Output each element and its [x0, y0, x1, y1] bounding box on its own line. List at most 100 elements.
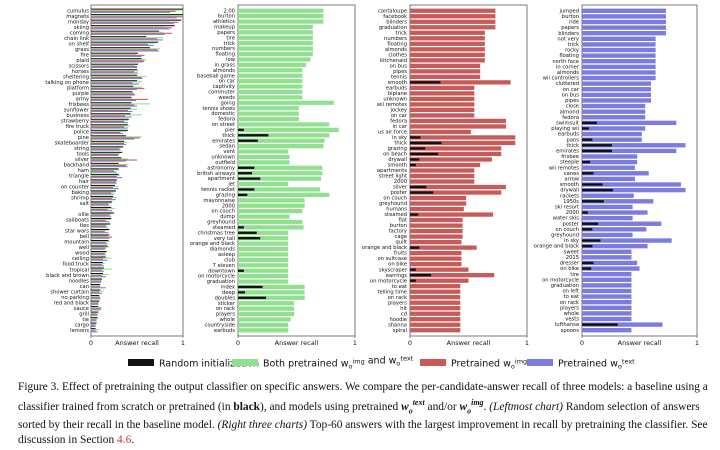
- bar-pretrained: [91, 258, 103, 260]
- tick-label: mountain: [64, 240, 89, 246]
- bar-pretrained: [582, 81, 651, 86]
- bar-both: [91, 307, 103, 309]
- bar-pretrained: [410, 118, 506, 124]
- bar-pretrained: [582, 249, 632, 254]
- bar-pretrained: [238, 322, 289, 327]
- bar-random: [91, 151, 123, 153]
- caption-part-1: Figure 3. Effect of pretraining the outp…: [18, 381, 708, 413]
- bar-pretrained: [91, 131, 121, 134]
- bar-pretrained: [91, 16, 183, 18]
- bar-pretrained: [91, 142, 125, 145]
- caption-part-6: .: [131, 434, 135, 447]
- tick-label: weeds: [218, 95, 235, 101]
- bar-pretrained: [582, 103, 646, 109]
- bar-pretrained: [91, 276, 106, 278]
- bar-random: [238, 296, 267, 299]
- bar-random: [582, 160, 591, 164]
- tick-label: shrimp: [71, 196, 90, 202]
- bar-pretrained: [91, 138, 135, 140]
- bar-pretrained: [238, 73, 303, 78]
- tick-label: whole: [220, 317, 235, 323]
- bar-pretrained: [410, 85, 475, 91]
- tick-label: north face: [552, 59, 579, 65]
- bar-pretrained: [582, 221, 662, 226]
- bar-pretrained: [91, 126, 125, 128]
- bar-random: [91, 322, 97, 324]
- bar-pretrained: [582, 25, 666, 30]
- caption-section-link[interactable]: 4.6: [117, 434, 132, 447]
- tick-label: unknown: [211, 155, 235, 161]
- tick-label: deep: [222, 290, 236, 296]
- bar-pretrained: [238, 274, 289, 279]
- tick-label: on motorcycle: [198, 274, 235, 280]
- bar-pretrained: [91, 297, 101, 299]
- bar-random: [91, 124, 128, 126]
- bar-pretrained: [91, 171, 117, 173]
- tick-label: 2.00: [223, 8, 235, 14]
- bar-pretrained: [238, 328, 289, 333]
- tick-label: spoons: [561, 328, 580, 334]
- tick-label: quilt: [396, 240, 408, 246]
- bar-pretrained: [238, 154, 290, 160]
- tick-label: trick: [396, 30, 407, 36]
- tick-label: lemons: [70, 328, 89, 334]
- tick-label: wood: [75, 251, 89, 257]
- bar-random: [91, 300, 100, 302]
- tick-label: not very: [557, 36, 579, 42]
- bar-pretrained: [238, 219, 303, 225]
- bar-random: [91, 179, 117, 181]
- bar-pretrained: [410, 91, 475, 96]
- bar-pretrained: [91, 49, 158, 51]
- bar-pretrained: [410, 58, 485, 63]
- bar-random: [91, 41, 159, 43]
- bar-pretrained: [582, 299, 632, 305]
- bar-random: [410, 152, 439, 156]
- bar-pretrained: [410, 157, 492, 162]
- tick-label: almonds: [385, 47, 407, 53]
- bar-random: [238, 269, 244, 272]
- bar-pretrained: [91, 254, 106, 256]
- tick-label: fedora: [562, 115, 579, 121]
- bar-pretrained: [238, 241, 289, 246]
- tick-label: papers: [561, 25, 579, 31]
- bar-random: [582, 183, 603, 186]
- tick-label: floating: [215, 52, 235, 58]
- tick-label: spiral: [393, 328, 407, 334]
- bar-pretrained: [238, 89, 303, 95]
- bar-both: [91, 185, 119, 188]
- bar-random: [238, 128, 244, 132]
- bar-pretrained: [410, 195, 467, 201]
- bar-pretrained: [582, 126, 646, 131]
- tick-label: domestic: [211, 111, 235, 117]
- bar-random: [582, 222, 599, 225]
- bar-pretrained: [238, 230, 289, 235]
- tick-label: salt: [80, 201, 89, 207]
- tick-label: on counter: [61, 185, 90, 191]
- bar-both: [91, 274, 109, 276]
- bar-pretrained: [410, 295, 461, 300]
- bar-pretrained: [582, 165, 635, 170]
- bar-pretrained: [91, 77, 143, 80]
- bar-pretrained: [91, 61, 144, 63]
- bar-pretrained: [91, 170, 114, 172]
- bar-pretrained: [410, 8, 496, 13]
- tick-label: earbuds: [386, 85, 407, 91]
- bar-pretrained: [91, 236, 113, 238]
- tick-label: earrings: [386, 273, 408, 279]
- bar-pretrained: [91, 83, 139, 85]
- bar-pretrained: [410, 228, 463, 234]
- tick-label: countryside: [205, 322, 235, 328]
- bar-pretrained: [410, 267, 469, 272]
- tick-label: plaid: [76, 58, 89, 64]
- tick-label: steeple: [560, 160, 579, 166]
- tick-label: can: [80, 284, 89, 290]
- bar-random: [91, 30, 160, 32]
- tick-label: sheltering: [63, 74, 89, 80]
- bar-pretrained: [238, 214, 290, 219]
- bar-both: [91, 296, 101, 298]
- bar-random: [238, 291, 246, 294]
- tick-label: in car: [392, 124, 407, 130]
- bar-pretrained: [91, 104, 135, 106]
- bar-random: [91, 63, 138, 65]
- tick-label: burton: [218, 14, 235, 20]
